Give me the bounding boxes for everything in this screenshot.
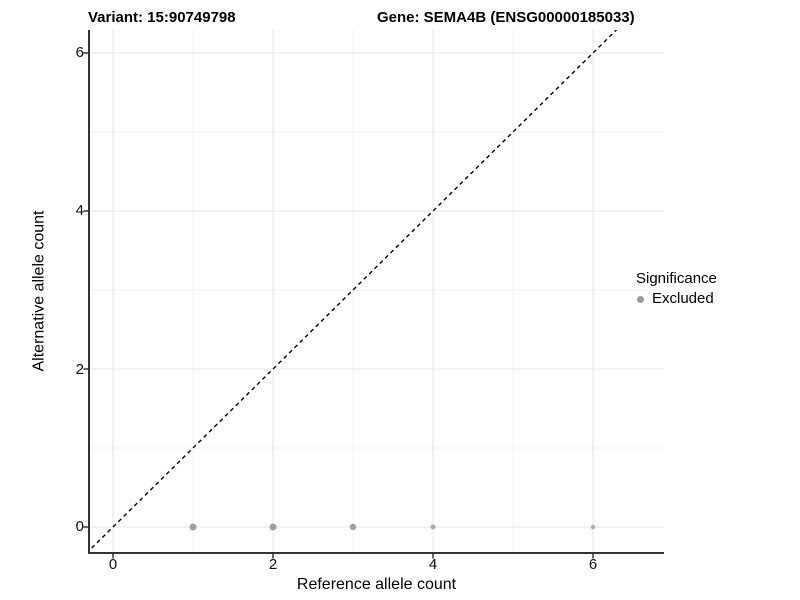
gene-title: Gene: SEMA4B (ENSG00000185033) (377, 9, 635, 26)
data-point (430, 524, 436, 530)
x-axis-title: Reference allele count (296, 576, 457, 593)
data-point (590, 524, 596, 530)
data-point (349, 523, 357, 531)
variant-title: Variant: 15:90749798 (88, 9, 236, 26)
legend-point-icon (637, 295, 644, 303)
legend-item-label: Excluded (652, 290, 714, 307)
x-axis-tick-label: 6 (588, 556, 598, 573)
legend-item-excluded: Excluded (636, 290, 796, 308)
data-point (189, 523, 197, 531)
legend-title: Significance (636, 270, 717, 287)
x-axis-tick-label: 2 (268, 556, 278, 573)
y-axis-tick-label: 6 (75, 44, 84, 61)
y-axis-tick-label: 0 (75, 518, 84, 535)
data-point (269, 523, 277, 531)
y-axis-tick-label: 4 (75, 202, 84, 219)
y-axis-tick-label: 2 (75, 361, 84, 378)
legend: Significance Excluded (636, 270, 796, 308)
identity-reference-line (89, 30, 618, 552)
x-axis-tick-label: 0 (108, 556, 118, 573)
y-axis-title: Alternative allele count (30, 210, 48, 372)
x-axis-tick-label: 4 (428, 556, 438, 573)
